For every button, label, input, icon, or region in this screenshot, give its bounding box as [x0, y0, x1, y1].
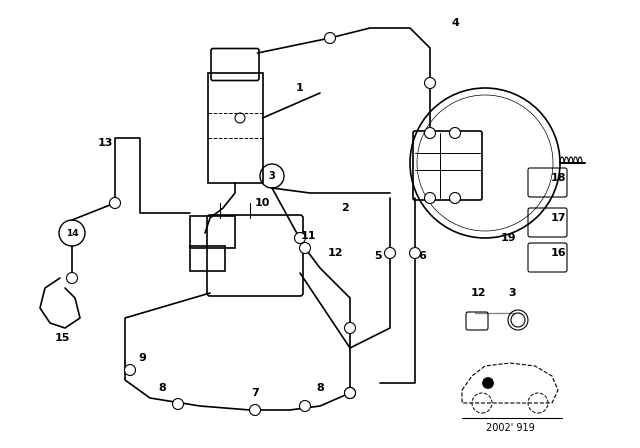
- Circle shape: [344, 388, 355, 399]
- Text: 15: 15: [54, 333, 70, 343]
- Circle shape: [125, 365, 136, 375]
- Text: 10: 10: [254, 198, 269, 208]
- Text: 4: 4: [451, 18, 459, 28]
- Circle shape: [424, 193, 435, 203]
- Circle shape: [344, 323, 355, 333]
- Text: 11: 11: [300, 231, 316, 241]
- Text: 14: 14: [66, 228, 78, 237]
- Circle shape: [67, 272, 77, 284]
- Circle shape: [483, 378, 493, 388]
- Bar: [190, 216, 235, 248]
- Circle shape: [324, 33, 335, 43]
- Text: 3: 3: [269, 171, 275, 181]
- Circle shape: [294, 233, 305, 244]
- Circle shape: [385, 247, 396, 258]
- Circle shape: [410, 247, 420, 258]
- Text: 13: 13: [97, 138, 113, 148]
- Text: 1: 1: [296, 83, 304, 93]
- Text: 2: 2: [341, 203, 349, 213]
- Text: 19: 19: [500, 233, 516, 243]
- Circle shape: [300, 401, 310, 412]
- Bar: [207, 73, 262, 183]
- Bar: [190, 246, 225, 271]
- Circle shape: [250, 405, 260, 415]
- Text: 5: 5: [374, 251, 382, 261]
- Text: 6: 6: [418, 251, 426, 261]
- Text: 17: 17: [550, 213, 566, 223]
- Text: 16: 16: [550, 248, 566, 258]
- Text: 3: 3: [508, 288, 516, 298]
- Text: 9: 9: [138, 353, 146, 363]
- Circle shape: [424, 78, 435, 89]
- Text: 18: 18: [550, 173, 566, 183]
- Text: 2002' 919: 2002' 919: [486, 423, 534, 433]
- Text: 8: 8: [158, 383, 166, 393]
- Text: 12: 12: [327, 248, 343, 258]
- Text: 8: 8: [316, 383, 324, 393]
- Circle shape: [344, 388, 355, 399]
- Text: 7: 7: [251, 388, 259, 398]
- Circle shape: [300, 242, 310, 254]
- Circle shape: [173, 399, 184, 409]
- Circle shape: [109, 198, 120, 208]
- Text: 12: 12: [470, 288, 486, 298]
- Circle shape: [449, 193, 461, 203]
- Circle shape: [424, 128, 435, 138]
- Circle shape: [449, 128, 461, 138]
